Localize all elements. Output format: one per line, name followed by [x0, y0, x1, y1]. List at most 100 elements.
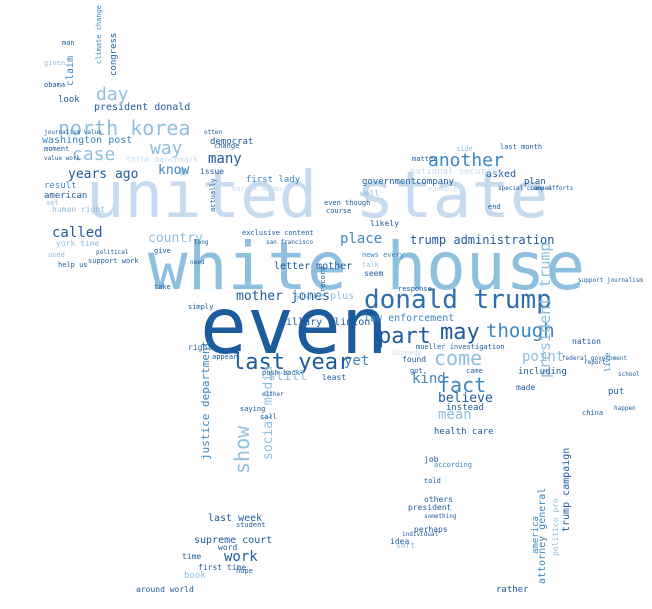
word: last month: [500, 143, 543, 151]
word: special counsel: [498, 185, 553, 192]
word: hope: [236, 567, 253, 575]
word: supreme court: [194, 535, 273, 546]
word: political: [96, 249, 129, 256]
word: told: [424, 477, 441, 485]
word: company: [416, 177, 454, 187]
word: something: [424, 513, 457, 520]
word: donald trump: [364, 285, 552, 315]
word: end: [488, 203, 501, 211]
word: least: [322, 373, 347, 382]
word: justice department: [199, 340, 212, 460]
word: look: [58, 95, 80, 105]
word: claim: [65, 55, 76, 86]
word: even though: [324, 199, 371, 207]
word: word: [218, 543, 238, 552]
word: letter mother: [274, 261, 353, 272]
word: day: [96, 84, 129, 105]
word: found: [402, 355, 427, 364]
word: set: [46, 199, 59, 207]
word: country: [148, 231, 203, 246]
word: news every: [362, 251, 405, 259]
word: job: [424, 455, 439, 464]
word: state plus: [294, 291, 355, 302]
word: give: [154, 247, 171, 255]
word: first time: [198, 563, 247, 572]
word: still: [268, 369, 308, 384]
word: value work: [44, 155, 81, 162]
word: response: [398, 285, 432, 293]
word: used: [48, 251, 65, 259]
word: believe: [438, 391, 493, 406]
word: student: [236, 521, 266, 529]
word: san francisco: [266, 239, 313, 246]
word: york time: [56, 239, 100, 248]
word: help us: [58, 261, 88, 269]
word: democrat: [210, 137, 254, 147]
word: american: [44, 191, 88, 201]
word: congress: [109, 32, 119, 76]
word: human right: [52, 205, 105, 214]
word: according: [434, 461, 472, 469]
word: mother jones: [236, 289, 330, 304]
word: know: [158, 163, 190, 178]
word: support work: [88, 257, 139, 265]
word: kind: [412, 371, 446, 387]
word: many: [208, 151, 242, 167]
word: last week: [208, 513, 263, 524]
word: issue: [200, 167, 225, 176]
word: president donald: [94, 102, 191, 113]
word: result: [44, 181, 77, 191]
word: man: [62, 39, 75, 47]
word: china: [582, 409, 604, 417]
word: hillary clinton: [280, 317, 371, 328]
word: perhaps: [414, 525, 448, 534]
word: instead: [446, 403, 484, 413]
word: put: [608, 387, 625, 397]
word: though: [486, 320, 555, 342]
word: record: [319, 266, 327, 292]
word: rather: [496, 585, 529, 595]
word: place: [340, 231, 383, 247]
word: case: [72, 144, 116, 165]
word: plan: [524, 177, 546, 187]
word: likely: [370, 219, 399, 228]
word: appear: [212, 353, 238, 361]
word: others: [424, 495, 453, 504]
word: push back: [262, 369, 300, 377]
word: nation: [572, 337, 601, 346]
word: politico pro: [551, 498, 560, 556]
word: support journalism: [578, 277, 644, 284]
word: asked: [486, 169, 517, 180]
word: saying: [240, 405, 266, 413]
word: president: [408, 503, 452, 512]
word: point: [522, 349, 565, 365]
word: exclusive content: [242, 229, 314, 237]
word: government: [362, 177, 417, 187]
word: otten: [204, 129, 223, 136]
word: actually: [209, 178, 217, 212]
word: right: [188, 343, 213, 352]
word: may: [440, 320, 480, 345]
word: report: [584, 359, 606, 366]
word: mueller investigation: [416, 343, 505, 351]
word: came: [466, 367, 483, 375]
word: book: [184, 571, 206, 581]
word: got: [410, 367, 423, 375]
word: matter: [412, 155, 438, 163]
word: given: [44, 59, 66, 67]
word: long: [194, 239, 209, 246]
word: either: [262, 391, 284, 398]
word: north korea: [58, 116, 191, 140]
word: camp efforts: [530, 185, 574, 192]
word: health care: [434, 427, 494, 437]
word: united state: [86, 159, 549, 233]
word: even: [200, 282, 388, 372]
word: national security: [410, 167, 503, 177]
word: obama: [44, 81, 66, 89]
word: seem: [364, 269, 384, 278]
word: come: [434, 346, 483, 370]
word: sort: [396, 541, 416, 550]
word: think benchmark: [126, 155, 199, 164]
word: talk: [362, 261, 379, 269]
